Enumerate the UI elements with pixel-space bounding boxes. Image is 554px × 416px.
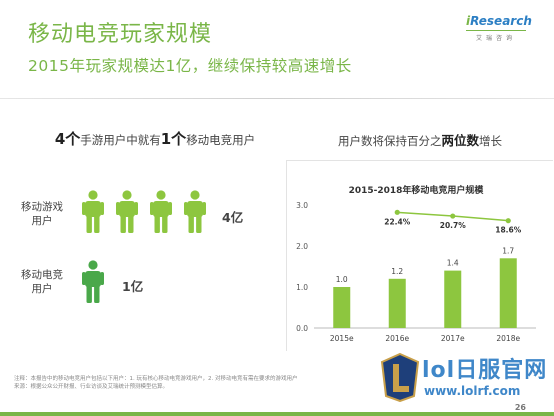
x-tick-label: 2017e	[441, 334, 465, 343]
growth-rate-label: 20.7%	[440, 221, 467, 230]
bar-2018e	[499, 258, 517, 328]
x-tick-label: 2015e	[330, 334, 354, 343]
bar-value-label: 1.4	[447, 259, 459, 268]
person-icon	[150, 190, 172, 233]
header-divider	[0, 98, 554, 99]
person-icon	[82, 260, 104, 303]
x-tick-label: 2018e	[496, 334, 520, 343]
right-heading: 用户数将保持百分之两位数增长	[337, 133, 502, 148]
page-number: 26	[514, 403, 526, 412]
bar-2016e	[388, 278, 406, 328]
bar-value-label: 1.0	[336, 275, 348, 284]
bar-2015e	[333, 287, 351, 328]
left-heading: 4个手游用户中就有1个移动电竞用户	[54, 130, 256, 148]
y-tick-label: 0.0	[296, 324, 308, 333]
x-tick-label: 2016e	[385, 334, 409, 343]
growth-rate-point	[450, 213, 456, 219]
growth-rate-label: 18.6%	[495, 226, 522, 235]
lol-emblem-icon	[380, 352, 420, 402]
mobile-esports-users-count: 1亿	[122, 279, 144, 294]
user-scale-chart: 0.0 1.0 2.0 3.0 1.0 2015e 1.2 2016e 1.4 2017e 1.7 2…	[296, 201, 536, 343]
footer-note: 注释：本报告中的移动电竞用户包括以下用户：1. 玩有核心移动电竞游戏用户，2. …	[14, 376, 298, 390]
growth-rate-point	[505, 218, 511, 224]
mobile-game-users-count: 4亿	[222, 210, 244, 225]
chart-frame	[286, 160, 553, 351]
bar-value-label: 1.7	[502, 246, 514, 255]
bar-2017e	[444, 270, 462, 328]
bar-value-label: 1.2	[391, 267, 403, 276]
person-icon	[82, 190, 104, 233]
person-icon	[184, 190, 206, 233]
y-tick-label: 1.0	[296, 283, 308, 292]
iresearch-logo: iResearch 艾瑞咨询	[466, 14, 532, 42]
y-tick-label: 2.0	[296, 242, 308, 251]
mobile-esports-users-label: 移动电竞 用户	[21, 269, 63, 295]
watermark-title: lol日服官网	[422, 358, 548, 383]
mobile-game-users-label: 移动游戏 用户	[21, 201, 63, 227]
person-icon	[116, 190, 138, 233]
page-subtitle: 2015年玩家规模达1亿，继续保持较高速增长	[28, 57, 352, 75]
growth-rate-label: 22.4%	[384, 217, 411, 226]
watermark-url: www.lolrf.com	[424, 384, 521, 398]
watermark: lol日服官网 www.lolrf.com	[380, 348, 554, 406]
logo-wordmark: iResearch	[466, 14, 532, 28]
y-tick-label: 3.0	[296, 201, 308, 210]
growth-rate-point	[394, 209, 400, 215]
bottom-bar	[0, 412, 554, 416]
page-title: 移动电竞玩家规模	[28, 22, 213, 47]
chart-title: 2015-2018年移动电竞用户规模	[348, 186, 484, 196]
logo-subtext: 艾瑞咨询	[475, 35, 516, 42]
